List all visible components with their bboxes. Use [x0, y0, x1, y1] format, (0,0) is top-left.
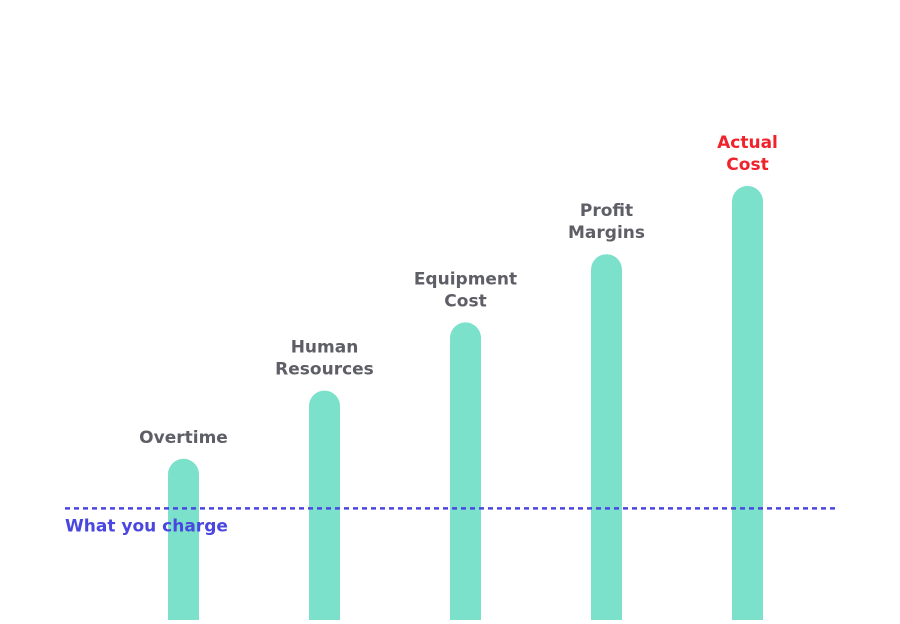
category-label-equipment-cost: Equipment Cost	[414, 269, 517, 311]
bar-overtime	[168, 458, 199, 620]
bars-layer	[168, 186, 763, 620]
category-label-profit-margins: Profit Margins	[568, 201, 645, 243]
bar-actual-cost	[731, 186, 763, 620]
category-label-human-resources: Human Resources	[275, 338, 374, 380]
bar-human-resources	[309, 390, 340, 620]
bar-profit-margins	[591, 254, 622, 620]
bar-equipment-cost	[450, 322, 481, 620]
category-label-overtime: Overtime	[139, 428, 228, 448]
reference-line-label: What you charge	[65, 516, 228, 536]
category-label-actual-cost: Actual Cost	[717, 133, 778, 175]
reference-line-layer: What you charge	[65, 507, 836, 536]
labels-layer: Overtime Human Resources Equipment Cost Profi…	[139, 133, 778, 448]
